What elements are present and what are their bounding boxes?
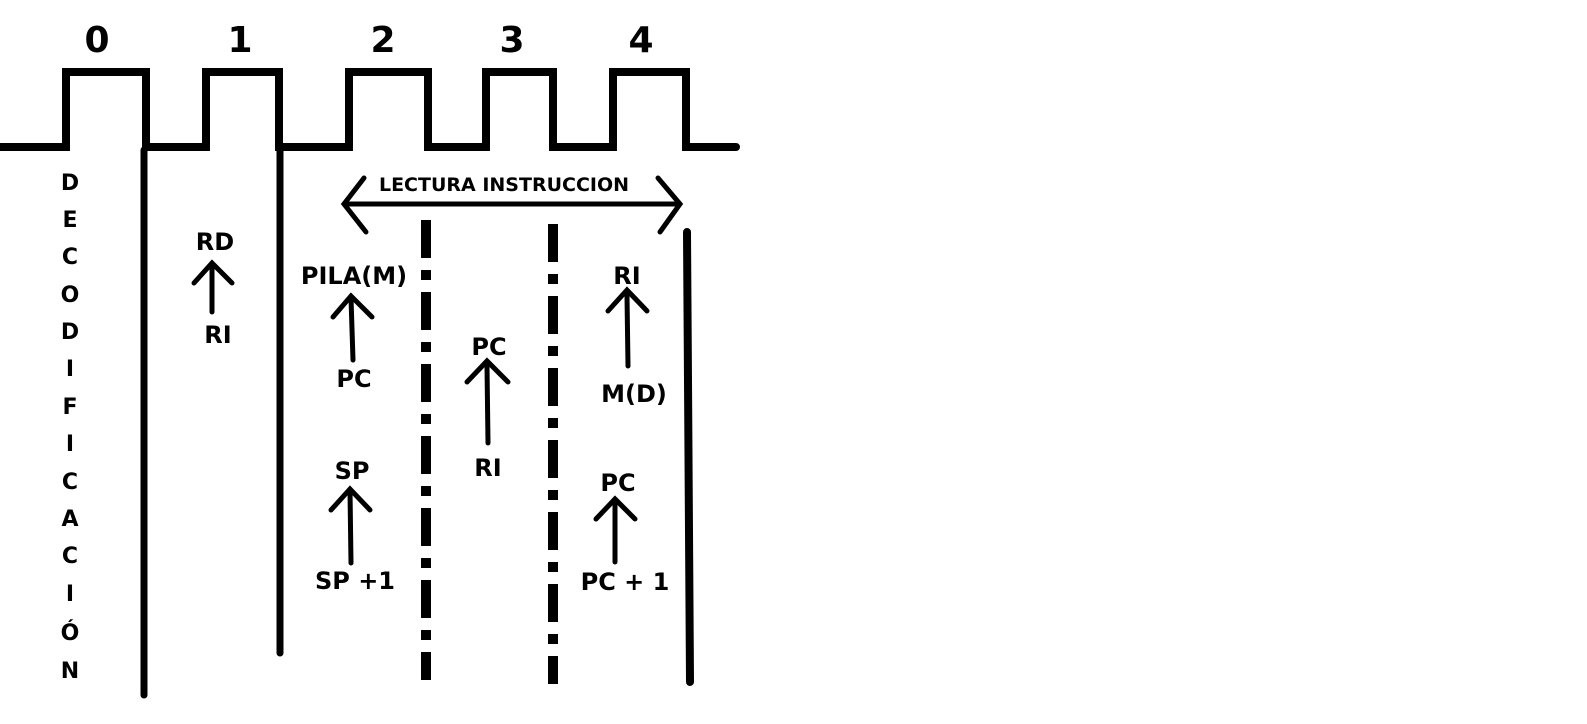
register-ri: RI	[613, 262, 640, 290]
span-arrow-left-head	[340, 175, 369, 235]
clock-waveform	[0, 68, 740, 151]
cycle-number-2: 2	[370, 20, 395, 61]
decode-letter: O	[61, 283, 80, 308]
register-pila-m: PILA(M)	[301, 262, 407, 290]
decode-letter: D	[61, 320, 79, 345]
register-pc: PC	[600, 469, 635, 497]
decode-letter: Ó	[61, 620, 80, 646]
transfer-pc-increment: PC PC + 1	[581, 469, 670, 596]
register-pc: PC	[336, 365, 371, 393]
register-pc-plus-1: PC + 1	[581, 568, 670, 596]
transfer-arrow-shaft	[484, 363, 491, 446]
transfer-arrow-shaft	[624, 293, 631, 369]
transfer-arrow-head	[328, 485, 373, 513]
transfer-arrow-shaft	[348, 295, 356, 363]
decode-letter: A	[61, 507, 78, 532]
cycle-number-1: 1	[227, 20, 252, 61]
decode-letter: I	[66, 432, 74, 457]
transfer-pila-pc: PILA(M) PC	[301, 262, 407, 393]
decode-letter: I	[66, 357, 74, 382]
transfer-sp-increment: SP SP +1	[315, 457, 395, 595]
transfer-ri-memory: RI M(D)	[601, 262, 667, 408]
register-sp-plus-1: SP +1	[315, 567, 395, 595]
register-sp: SP	[335, 457, 370, 485]
transfer-arrow-shaft	[347, 488, 354, 566]
decode-letter: C	[62, 544, 78, 569]
decode-letter: C	[62, 245, 78, 270]
register-pc: PC	[471, 333, 506, 361]
decode-letter: D	[61, 171, 79, 196]
decode-letter: C	[62, 470, 78, 495]
register-rd: RD	[196, 228, 234, 256]
span-arrow-right-head	[655, 175, 684, 235]
transfer-arrow-head	[593, 495, 638, 522]
decode-letter: I	[66, 582, 74, 607]
decodificacion-label: D E C O D I F I C A C I Ó N	[61, 171, 80, 684]
decode-letter: F	[62, 395, 77, 420]
lectura-instruccion-span: LECTURA INSTRUCCION	[340, 174, 684, 235]
register-m-d: M(D)	[601, 380, 667, 408]
decode-letter: E	[62, 208, 77, 233]
cycle-number-0: 0	[84, 20, 109, 61]
cycle-number-3: 3	[499, 20, 524, 61]
transfer-arrow-head	[330, 292, 375, 320]
lectura-instruccion-label: LECTURA INSTRUCCION	[379, 174, 629, 196]
transfer-arrow-head	[191, 259, 235, 286]
register-ri: RI	[474, 454, 501, 482]
transfer-arrow-head	[464, 357, 511, 385]
transfer-pc-ri: PC RI	[464, 333, 511, 482]
cycle-number-4: 4	[628, 20, 653, 61]
separator-cycle-4	[683, 228, 694, 686]
register-ri: RI	[204, 321, 231, 349]
decode-letter: N	[61, 659, 79, 684]
transfer-arrow-head	[605, 286, 650, 314]
transfer-rd-ri: RD RI	[191, 228, 235, 349]
